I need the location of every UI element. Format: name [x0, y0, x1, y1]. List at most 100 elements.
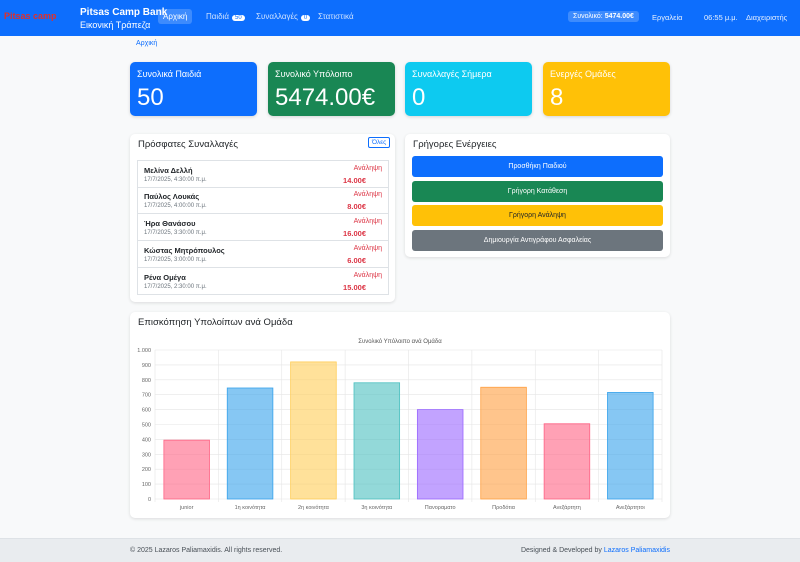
transaction-type: Ανάληψη: [353, 272, 382, 279]
chart: Συνολικό Υπόλοιπο ανά Ομάδα 0 100 200 300 40…: [137, 338, 663, 511]
nav-transactions[interactable]: Συναλλαγές 0: [256, 12, 311, 21]
brand[interactable]: Pitsas Camp Bank: [80, 7, 168, 18]
transaction-item: Μελίνα Δελλή 17/7/2025, 4:30:00 π.μ. Ανάλη…: [137, 160, 389, 188]
nav-label: Συναλλαγές: [256, 12, 298, 21]
x-tick-label: Ανεξάρτητη: [553, 504, 581, 511]
transaction-amount: 14.00€: [343, 176, 366, 185]
transaction-date: 17/7/2025, 4:00:00 π.μ.: [144, 203, 207, 209]
y-tick-label: 900: [142, 363, 151, 369]
stat-label: Συνολικά Παιδιά: [137, 69, 202, 79]
stat-card: Συναλλαγές Σήμερα 0: [405, 62, 532, 116]
x-tick-label: Προδότια: [492, 504, 516, 511]
bar: [226, 387, 274, 500]
action-button[interactable]: Προσθήκη Παιδιού: [412, 156, 663, 177]
total-label: Συνολικό:: [573, 13, 603, 20]
transaction-date: 17/7/2025, 3:30:00 π.μ.: [144, 230, 207, 236]
stat-card: Συνολικά Παιδιά 50: [130, 62, 257, 116]
y-tick-label: 600: [142, 408, 151, 414]
total-pill: Συνολικό: 5474.00€: [568, 11, 639, 22]
all-button[interactable]: Όλες: [368, 137, 391, 148]
user-menu[interactable]: Διαχειριστής: [746, 13, 788, 22]
logo[interactable]: Pitsas camp: [4, 11, 57, 21]
y-tick-label: 800: [142, 378, 151, 384]
transaction-date: 17/7/2025, 2:30:00 π.μ.: [144, 284, 207, 290]
stat-label: Ενεργές Ομάδες: [550, 69, 616, 79]
stat-label: Συνολικό Υπόλοιπο: [275, 69, 353, 79]
y-tick-label: 400: [142, 437, 151, 443]
bar: [416, 409, 464, 500]
nav-label: Παιδιά: [206, 12, 230, 21]
nav-stats[interactable]: Στατιστικά: [318, 12, 354, 21]
badge: 50: [232, 15, 245, 21]
bar: [163, 439, 210, 500]
transaction-date: 17/7/2025, 4:30:00 π.μ.: [144, 177, 207, 183]
brand-subtitle: Εικονική Τράπεζα: [80, 20, 151, 30]
tools-menu[interactable]: Εργαλεία: [652, 13, 683, 22]
y-tick-label: 300: [142, 452, 151, 458]
transaction-name: Παύλος Λουκάς: [144, 192, 200, 201]
transaction-name: Ήρα Θανάσου: [144, 219, 196, 228]
y-tick-label: 100: [142, 482, 151, 488]
transaction-item: Παύλος Λουκάς 17/7/2025, 4:00:00 π.μ. Ανάλ…: [137, 187, 389, 214]
credit: Designed & Developed by Lazaros Paliamax…: [521, 547, 670, 554]
clock: 06:55 μ.μ.: [704, 13, 738, 22]
transaction-item: Ρένα Ομέγα 17/7/2025, 2:30:00 π.μ. Ανάληψη…: [137, 268, 389, 295]
transaction-amount: 6.00€: [347, 256, 366, 265]
transaction-name: Μελίνα Δελλή: [144, 166, 193, 175]
action-button[interactable]: Γρήγορη Κατάθεση: [412, 180, 663, 202]
bar: [353, 382, 401, 500]
x-tick-label: junior: [179, 505, 194, 511]
transaction-item: Ήρα Θανάσου 17/7/2025, 3:30:00 π.μ. Ανάληψ…: [137, 214, 389, 241]
author-link[interactable]: Lazaros Paliamaxidis: [603, 547, 670, 554]
bar: [290, 361, 337, 500]
stat-card: Συνολικό Υπόλοιπο 5474.00€: [268, 62, 395, 116]
transaction-type: Ανάληψη: [353, 165, 382, 172]
stat-value: 0: [412, 84, 426, 111]
transaction-amount: 8.00€: [347, 202, 366, 211]
chart-title: Συνολικό Υπόλοιπο ανά Ομάδα: [358, 338, 442, 345]
x-tick-label: 1η κοινότητα: [235, 504, 267, 511]
transaction-amount: 15.00€: [343, 283, 366, 292]
transaction-amount: 16.00€: [343, 229, 366, 238]
y-tick-label: 0: [148, 497, 151, 503]
footer: [0, 538, 800, 562]
bar: [543, 423, 591, 500]
transaction-type: Ανάληψη: [353, 245, 382, 252]
transaction-item: Κώστας Μητρόπουλος 17/7/2025, 3:00:00 π.μ…: [137, 241, 389, 268]
stat-card: Ενεργές Ομάδες 8: [543, 62, 670, 116]
card-title: Πρόσφατες Συναλλαγές: [138, 139, 238, 150]
y-tick-label: 200: [142, 467, 151, 473]
y-tick-label: 1.000: [137, 348, 151, 354]
credit-text: Designed & Developed by: [520, 547, 602, 554]
transaction-name: Κώστας Μητρόπουλος: [144, 246, 225, 255]
card-title: Επισκόπηση Υπολοίπων ανά Ομάδα: [138, 317, 293, 328]
x-tick-label: 3η κοινότητα: [361, 504, 393, 511]
x-tick-label: Πανοραματο: [425, 505, 456, 511]
bar: [607, 392, 654, 500]
stat-value: 50: [137, 84, 164, 111]
nav-home[interactable]: Αρχική: [158, 9, 193, 24]
bar: [480, 386, 527, 500]
x-tick-label: 2η κοινότητα: [298, 504, 330, 511]
transaction-type: Ανάληψη: [353, 191, 382, 198]
stat-label: Συναλλαγές Σήμερα: [412, 69, 492, 79]
copyright: © 2025 Lazaros Paliamaxidis. All rights …: [130, 547, 283, 554]
stat-value: 8: [550, 84, 564, 111]
transaction-name: Ρένα Ομέγα: [144, 273, 186, 282]
navbar: Pitsas camp Pitsas Camp Bank Εικονική Τρ…: [0, 0, 800, 36]
breadcrumb[interactable]: Αρχική: [136, 40, 158, 47]
transaction-date: 17/7/2025, 3:00:00 π.μ.: [144, 257, 207, 263]
badge: 0: [300, 15, 311, 21]
y-tick-label: 500: [142, 423, 151, 429]
action-button[interactable]: Δημιουργία Αντιγράφου Ασφαλείας: [412, 230, 663, 252]
y-tick-label: 700: [142, 393, 151, 399]
transaction-type: Ανάληψη: [353, 218, 382, 225]
action-button[interactable]: Γρήγορη Ανάληψη: [412, 205, 663, 227]
card-title: Γρήγορες Ενέργειες: [413, 139, 497, 150]
x-tick-label: Ανεξάρτητοι: [616, 504, 646, 511]
stat-value: 5474.00€: [275, 84, 376, 111]
nav-children[interactable]: Παιδιά 50: [206, 12, 245, 21]
transactions-card: Πρόσφατες Συναλλαγές Όλες: [130, 134, 395, 302]
total-value: 5474.00€: [604, 13, 634, 20]
